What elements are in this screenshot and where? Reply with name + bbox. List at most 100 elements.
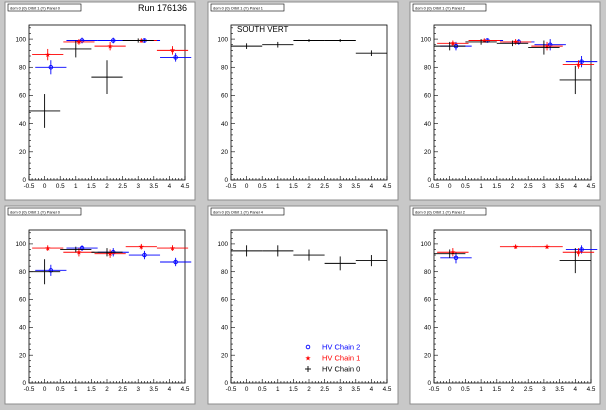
series-hv-chain-1: ★ ★ ★ ★ ★ [437,37,595,69]
x-tick-label: 1 [276,386,280,393]
x-tick-label: 1.5 [87,386,96,393]
x-tick-label: 1 [479,183,483,190]
y-tick-label: 20 [221,149,229,156]
x-tick-label: 3.5 [555,183,564,190]
x-tick-label: 4.5 [587,183,596,190]
marker-circle [579,59,584,64]
x-tick-label: 2 [307,386,311,393]
panel-title-box [210,207,285,216]
data-point [160,53,192,62]
data-point [355,50,387,56]
data-point [231,245,263,257]
south-vert-annotation: SOUTH VERT [237,25,289,34]
y-tick-label: 0 [22,177,26,184]
x-tick-label: 4.5 [181,183,190,190]
series-hv-chain-0 [29,38,154,128]
marker-circle [110,38,116,43]
data-point: ★ [32,48,64,61]
x-tick-label: 3 [338,183,342,190]
panel-4: dom 0 (0) Orbit 1 (Y) Panel 0-0.5 0 0.5 1 1.… [4,205,196,405]
x-tick-label: 2 [105,386,109,393]
data-point [293,249,325,261]
x-tick-label: 2 [511,386,515,393]
x-tick-label: 2.5 [524,386,533,393]
panel-background [207,1,399,201]
marker-circle [173,259,178,265]
data-point: ★ [562,60,595,69]
x-tick-label: 4 [574,386,578,393]
x-tick-label: -0.5 [429,386,440,393]
data-point: ★ [63,38,95,46]
data-point [496,40,529,47]
panel-background [409,205,601,405]
data-point [231,43,263,49]
x-tick-label: 2.5 [118,183,127,190]
x-tick-label: 2.5 [320,386,329,393]
marker-star: ★ [76,249,82,257]
panel-title: dom 0 (0) Orbit 1 (Y) Panel 2 [415,210,465,215]
x-tick-label: 2 [105,183,109,190]
marker-circle [142,252,147,258]
x-tick-label: 0.5 [461,386,470,393]
x-tick-label: 0.5 [461,183,470,190]
y-tick-label: 0 [224,380,228,387]
data-point [91,60,123,95]
x-tick-label: 0.5 [258,183,267,190]
x-tick-label: -0.5 [226,183,237,190]
marker-star: ★ [45,244,51,252]
data-point [565,56,598,68]
data-point [122,38,154,43]
series-hv-chain-0 [231,245,387,271]
x-tick-label: -0.5 [24,183,35,190]
panel-grid: dom 0 (0) Orbit 1 (Y) Panel 0-0.5 0 0.5 1 1.… [4,1,601,405]
panel-title: dom 0 (0) Orbit 1 (Y) Panel 2 [415,6,465,11]
data-point [355,255,387,267]
x-tick-label: 3 [338,386,342,393]
y-tick-label: 0 [22,380,26,387]
marker-circle [453,255,459,261]
legend-marker [305,344,311,350]
panel-title-box [210,3,285,12]
data-point [262,41,294,48]
legend: HV Chain 2 ★ HV Chain 1 HV Chain 0 [305,343,361,374]
data-point: ★ [437,248,469,257]
panel-title-box [7,3,82,12]
series-hv-chain-1: ★ ★ ★ ★ [437,243,595,257]
y-tick-label: 60 [221,93,229,100]
y-tick-label: 20 [424,352,432,359]
y-tick-label: 100 [15,241,26,248]
panel-title: dom 0 (0) Orbit 1 (Y) Panel 0 [10,6,61,11]
x-tick-label: 2 [511,183,515,190]
y-tick-label: 80 [424,64,432,71]
marker-star: ★ [450,40,456,48]
x-tick-label: 1 [74,183,78,190]
marker-star: ★ [76,38,82,46]
panel-background [409,1,601,201]
x-tick-label: 1.5 [289,183,298,190]
data-point [434,41,466,51]
y-tick-label: 20 [221,352,229,359]
panel-6: dom 0 (0) Orbit 1 (Y) Panel 2-0.5 0 0.5 1 1.… [409,205,601,405]
y-tick-label: 80 [424,269,432,276]
data-point [559,65,591,95]
legend-entry-hv-chain-1: ★ HV Chain 1 [305,354,361,363]
y-tick-label: 80 [19,64,27,71]
x-tick-label: -0.5 [24,386,35,393]
y-tick-label: 40 [424,325,432,332]
y-tick-label: 100 [217,241,228,248]
legend-label: HV Chain 1 [322,354,360,363]
x-tick-label: 1 [74,386,78,393]
data-point: ★ [32,244,64,252]
data-point [29,94,61,128]
panel-title: dom 0 (0) Orbit 1 (Y) Panel 1 [213,6,263,11]
marker-star: ★ [481,37,487,45]
legend-marker: ★ [305,354,311,362]
marker-circle [48,65,54,70]
panel-3: dom 0 (0) Orbit 1 (Y) Panel 2-0.5 0 0.5 1 1.… [409,1,601,201]
data-point [528,40,560,55]
x-tick-label: 4 [370,386,374,393]
data-point: ★ [156,46,189,55]
data-point [60,246,92,253]
y-tick-label: 40 [221,325,229,332]
